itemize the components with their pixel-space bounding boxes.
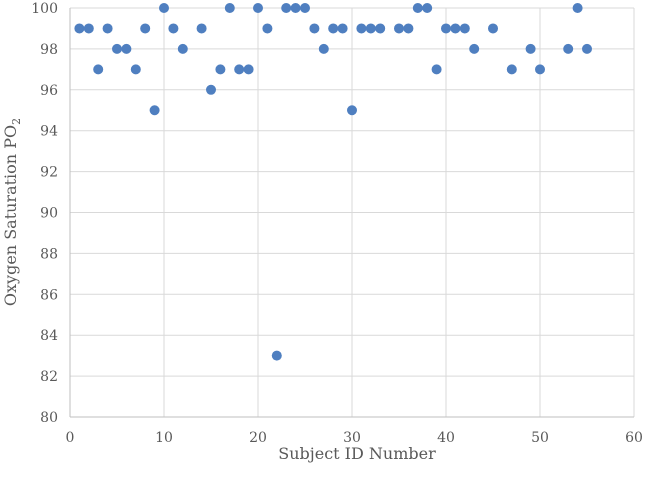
data-point <box>337 23 348 34</box>
y-tick-label: 90 <box>40 206 58 222</box>
data-point <box>403 23 414 34</box>
data-point <box>271 350 282 361</box>
data-point <box>243 64 254 75</box>
data-point <box>459 23 470 34</box>
y-tick-label: 88 <box>40 246 58 262</box>
x-tick-label: 10 <box>155 430 173 446</box>
data-point <box>140 23 151 34</box>
y-tick-label: 96 <box>40 83 58 99</box>
y-tick-label: 82 <box>40 369 58 385</box>
data-point <box>412 3 423 13</box>
data-point <box>488 23 498 34</box>
data-point <box>506 64 517 75</box>
y-tick-label: 84 <box>40 328 58 344</box>
y-axis-title: Oxygen Saturation PO2 <box>1 118 23 306</box>
data-point <box>572 3 583 13</box>
y-tick-labels: 80 82 84 86 88 90 92 94 96 98 100 <box>31 1 58 426</box>
x-tick-label: 50 <box>531 430 549 446</box>
x-tick-label: 20 <box>249 430 267 446</box>
data-point <box>563 43 574 54</box>
x-tick-label: 0 <box>66 430 75 446</box>
y-tick-label: 100 <box>31 1 58 17</box>
y-axis-title-subscript: 2 <box>10 118 23 125</box>
y-tick-label: 86 <box>40 287 58 303</box>
y-tick-label: 80 <box>40 410 58 426</box>
y-tick-label: 94 <box>40 124 58 140</box>
data-point <box>318 43 329 54</box>
x-tick-labels: 0 10 20 30 40 50 60 <box>66 430 643 446</box>
data-point <box>253 3 263 13</box>
data-point <box>431 64 442 75</box>
data-point <box>149 105 160 116</box>
data-point <box>102 23 113 34</box>
data-point <box>262 23 273 34</box>
data-point <box>365 23 376 34</box>
data-point <box>450 23 461 34</box>
data-point <box>422 3 433 13</box>
data-point <box>356 23 367 34</box>
x-tick-label: 40 <box>437 430 455 446</box>
data-point <box>375 23 386 34</box>
data-point <box>347 105 357 116</box>
data-point <box>93 64 104 75</box>
data-point <box>309 23 320 34</box>
data-point <box>535 64 545 75</box>
axes <box>69 8 634 418</box>
data-point <box>121 43 132 54</box>
data-points <box>74 3 592 361</box>
data-point <box>300 3 310 13</box>
data-point <box>177 43 188 54</box>
data-point <box>130 64 141 75</box>
data-point <box>196 23 207 34</box>
x-tick-label: 30 <box>343 430 361 446</box>
data-point <box>215 64 226 75</box>
gridlines <box>70 7 635 417</box>
data-point <box>168 23 179 34</box>
data-point <box>582 43 592 54</box>
data-point <box>112 43 122 54</box>
data-point <box>83 23 94 34</box>
data-point <box>234 64 245 75</box>
data-point <box>74 23 85 34</box>
data-point <box>394 23 404 34</box>
data-point <box>206 84 216 95</box>
data-point <box>441 23 451 34</box>
data-point <box>525 43 536 54</box>
data-point <box>328 23 339 34</box>
data-point <box>159 3 169 13</box>
data-point <box>290 3 301 13</box>
data-point <box>469 43 480 54</box>
y-tick-label: 92 <box>40 165 58 181</box>
data-point <box>224 3 235 13</box>
x-tick-label: 60 <box>625 430 643 446</box>
data-point <box>281 3 292 13</box>
y-axis-title-main: Oxygen Saturation PO <box>1 125 20 306</box>
x-axis-title: Subject ID Number <box>278 444 436 463</box>
y-tick-label: 98 <box>40 42 58 58</box>
